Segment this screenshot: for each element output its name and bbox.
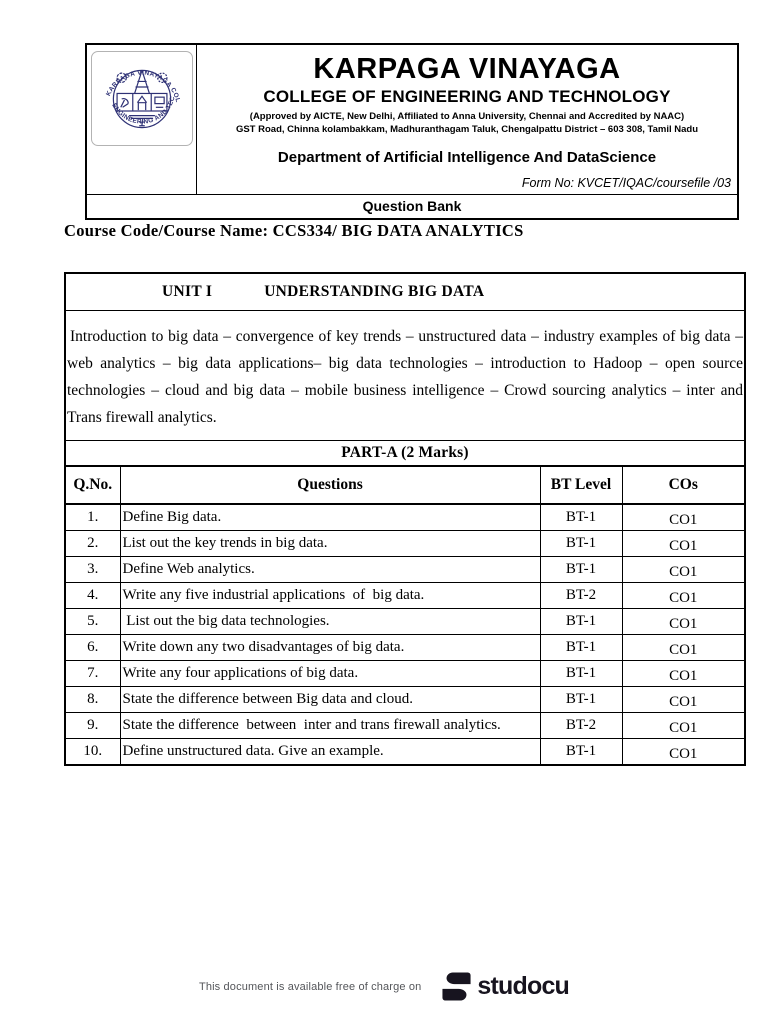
header-table: KARPAGA VINAYAGA COLLEGE OF ENGINEERING … <box>85 43 739 221</box>
qno-cell: 9. <box>64 712 121 739</box>
question-cell: Write any five industrial applications o… <box>119 582 541 609</box>
bt-level-cell: BT-1 <box>539 503 623 531</box>
bt-level-cell: BT-1 <box>539 738 623 766</box>
studocu-icon <box>442 972 471 1001</box>
part-a-title: PART-A (2 Marks) <box>64 439 746 467</box>
bt-level-cell: BT-1 <box>539 530 623 557</box>
qno-cell: 10. <box>64 738 121 766</box>
course-code-line: Course Code/Course Name: CCS334/ BIG DAT… <box>64 221 524 240</box>
qno-cell: 7. <box>64 660 121 687</box>
college-logo: KARPAGA VINAYAGA COLLEGE OF ENGINEERING … <box>90 51 193 146</box>
qno-cell: 4. <box>64 582 121 609</box>
footer-note: This document is available free of charg… <box>198 980 422 993</box>
bt-level-cell: BT-1 <box>539 634 623 661</box>
qno-cell: 3. <box>64 556 121 583</box>
unit-title: UNDERSTANDING BIG DATA <box>264 282 485 300</box>
qno-cell: 8. <box>64 686 121 713</box>
college-subtitle: COLLEGE OF ENGINEERING AND TECHNOLOGY <box>263 87 671 107</box>
co-cell: CO1 <box>621 660 746 687</box>
co-cell: CO1 <box>621 738 746 766</box>
syllabus-row: Introduction to big data – convergence o… <box>64 309 746 441</box>
question-cell: Define unstructured data. Give an exampl… <box>119 738 541 766</box>
footer: This document is available free of charg… <box>0 971 768 1002</box>
part-a-title-row: PART-A (2 Marks) <box>64 439 746 467</box>
co-cell: CO1 <box>621 503 746 531</box>
document-title: Question Bank <box>87 194 737 218</box>
table-row: 7. Write any four applications of big da… <box>64 660 746 687</box>
table-row: 4. Write any five industrial application… <box>64 582 746 609</box>
logo-cell: KARPAGA VINAYAGA COLLEGE OF ENGINEERING … <box>87 45 197 195</box>
question-cell: Define Web analytics. <box>119 556 541 583</box>
header-main-row: KARPAGA VINAYAGA COLLEGE OF ENGINEERING … <box>87 45 737 195</box>
qno-cell: 2. <box>64 530 121 557</box>
bt-level-cell: BT-2 <box>539 712 623 739</box>
table-row: 3. Define Web analytics. BT-1 CO1 <box>64 556 746 583</box>
question-cell: State the difference between inter and t… <box>119 712 541 739</box>
department-name: Department of Artificial Intelligence An… <box>277 149 657 167</box>
bt-level-cell: BT-2 <box>539 582 623 609</box>
co-cell: CO1 <box>621 712 746 739</box>
col-header-questions: Questions <box>119 465 541 505</box>
table-row: 9. State the difference between inter an… <box>64 712 746 739</box>
table-row: 1. Define Big data. BT-1 CO1 <box>64 503 746 531</box>
bt-level-cell: BT-1 <box>539 686 623 713</box>
bt-level-cell: BT-1 <box>539 556 623 583</box>
question-cell: List out the key trends in big data. <box>119 530 541 557</box>
studocu-wordmark: studocu <box>477 972 570 1000</box>
table-header-row: Q.No. Questions BT Level COs <box>64 465 746 505</box>
table-row: 10. Define unstructured data. Give an ex… <box>64 738 746 766</box>
table-row: 8. State the difference between Big data… <box>64 686 746 713</box>
co-cell: CO1 <box>621 530 746 557</box>
qno-cell: 1. <box>64 503 121 531</box>
question-cell: State the difference between Big data an… <box>119 686 541 713</box>
col-header-qno: Q.No. <box>64 465 121 505</box>
co-cell: CO1 <box>621 686 746 713</box>
question-cell: Write down any two disadvantages of big … <box>119 634 541 661</box>
college-name: KARPAGA VINAYAGA <box>313 53 621 85</box>
col-header-bt-level: BT Level <box>539 465 623 505</box>
seal-arc-top-text: KARPAGA VINAYAGA COLLEGE OF <box>94 55 181 103</box>
co-cell: CO1 <box>621 608 746 635</box>
qno-cell: 5. <box>64 608 121 635</box>
bt-level-cell: BT-1 <box>539 660 623 687</box>
question-cell: Write any four applications of big data. <box>119 660 541 687</box>
unit-label: UNIT I <box>162 282 213 300</box>
table-row: 2. List out the key trends in big data. … <box>64 530 746 557</box>
question-cell: Define Big data. <box>119 503 541 531</box>
table-row: 5. List out the big data technologies. B… <box>64 608 746 635</box>
qno-cell: 6. <box>64 634 121 661</box>
col-header-cos: COs <box>621 465 746 505</box>
co-cell: CO1 <box>621 582 746 609</box>
header-content: KARPAGA VINAYAGA COLLEGE OF ENGINEERING … <box>197 45 737 194</box>
form-number: Form No: KVCET/IQAC/coursefile /03 <box>521 176 731 191</box>
studocu-logo[interactable]: studocu <box>441 971 570 1002</box>
svg-text:KARPAGA VINAYAGA COLLEGE OF: KARPAGA VINAYAGA COLLEGE OF <box>94 55 181 103</box>
co-cell: CO1 <box>621 556 746 583</box>
question-cell: List out the big data technologies. <box>119 608 541 635</box>
address-line: GST Road, Chinna kolambakkam, Madhuranth… <box>235 123 699 135</box>
question-bank-table: UNIT I UNDERSTANDING BIG DATA Introductio… <box>64 272 746 766</box>
approval-line: (Approved by AICTE, New Delhi, Affiliate… <box>249 111 685 123</box>
unit-heading-row: UNIT I UNDERSTANDING BIG DATA <box>64 272 746 311</box>
co-cell: CO1 <box>621 634 746 661</box>
syllabus-text: Introduction to big data – convergence o… <box>64 309 746 441</box>
bt-level-cell: BT-1 <box>539 608 623 635</box>
college-seal-icon: KARPAGA VINAYAGA COLLEGE OF ENGINEERING … <box>94 55 181 128</box>
table-row: 6. Write down any two disadvantages of b… <box>64 634 746 661</box>
